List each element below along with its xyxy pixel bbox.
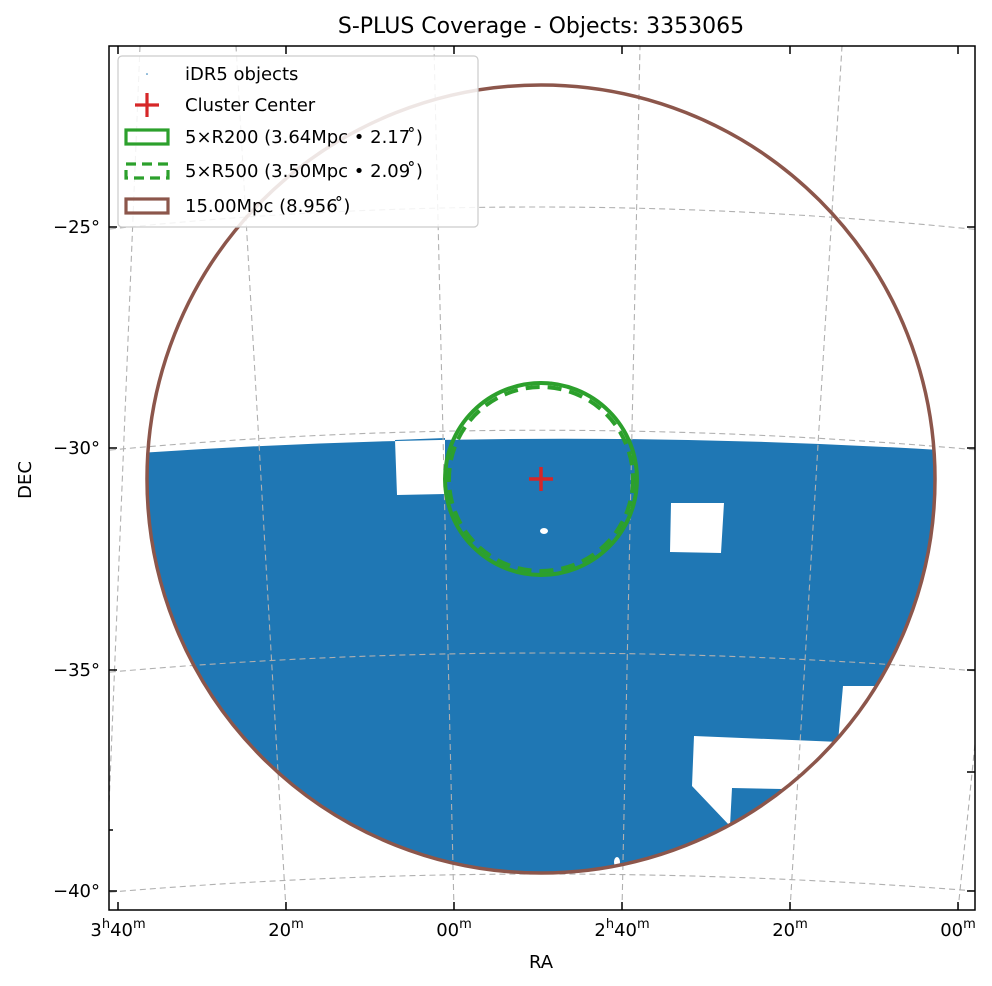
x-axis-label: RA — [529, 952, 554, 973]
circle-15mpc — [145, 83, 937, 875]
legend-box — [117, 55, 479, 228]
x-axis-ticks: 3h40m 20m 00m 2h40m 20m 00m — [90, 46, 976, 941]
legend-item: Cluster Center — [135, 93, 316, 117]
y-tick-label: −40° — [53, 881, 100, 902]
dec-grid-line — [109, 873, 975, 893]
x-tick-label: 00m — [940, 917, 976, 941]
legend-marker-plus — [135, 93, 159, 117]
circle-5x-r200 — [443, 381, 639, 577]
legend-label: Cluster Center — [185, 95, 316, 116]
legend-label: 5×R500 (3.50Mpc • 2.09 ̊) — [185, 161, 423, 182]
y-tick-label: −30° — [53, 438, 100, 459]
x-tick-label: 2h40m — [594, 917, 649, 941]
idr5-objects-region — [147, 438, 935, 873]
x-tick-label: 00m — [436, 917, 472, 941]
dec-grid-line — [109, 206, 975, 230]
legend: iDR5 objects Cluster Center 5×R200 (3.64Mp… — [117, 55, 479, 228]
legend-marker-circle — [124, 128, 170, 146]
y-axis-ticks: −25° −30° −35° −40° — [53, 217, 975, 902]
cluster-center-marker — [529, 467, 553, 491]
legend-item: 15.00Mpc (8.956 ̊) — [124, 196, 350, 217]
legend-item: iDR5 objects — [146, 64, 298, 85]
circle-5x-r500 — [447, 385, 635, 573]
legend-marker-points — [146, 73, 148, 75]
dec-grid-line — [109, 429, 975, 451]
legend-marker-circle — [124, 197, 170, 215]
x-tick-label: 20m — [268, 917, 304, 941]
plot-area — [109, 46, 975, 910]
legend-item: 5×R200 (3.64Mpc • 2.17 ̊) — [124, 127, 423, 148]
dec-grid-line — [109, 652, 975, 673]
legend-label: 15.00Mpc (8.956 ̊) — [185, 196, 350, 217]
y-tick-label: −35° — [53, 660, 100, 681]
axes-frame — [108, 45, 976, 911]
legend-marker-circle — [124, 162, 170, 180]
coverage-region — [147, 438, 935, 873]
ra-grid-line — [789, 46, 843, 910]
x-tick-label: 3h40m — [90, 917, 145, 941]
legend-label: iDR5 objects — [185, 64, 298, 85]
legend-label: 5×R200 (3.64Mpc • 2.17 ̊) — [185, 127, 423, 148]
y-tick-label: −25° — [53, 217, 100, 238]
x-tick-label: 20m — [772, 917, 808, 941]
y-axis-label: DEC — [15, 461, 36, 499]
legend-item: 5×R500 (3.50Mpc • 2.09 ̊) — [124, 161, 423, 182]
chart-title: S-PLUS Coverage - Objects: 3353065 — [338, 14, 744, 39]
